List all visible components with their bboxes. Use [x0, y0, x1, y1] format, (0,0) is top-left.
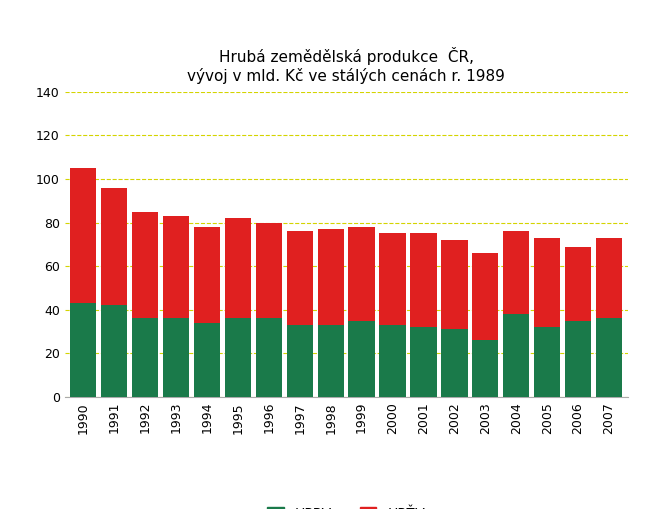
Bar: [349, 321, 375, 397]
Bar: [534, 327, 560, 397]
Bar: [101, 188, 127, 305]
Bar: [565, 246, 591, 321]
Bar: [70, 303, 96, 397]
Bar: [410, 234, 437, 327]
Bar: [503, 314, 529, 397]
Bar: [163, 319, 189, 397]
Bar: [225, 218, 251, 319]
Bar: [287, 231, 313, 325]
Bar: [132, 319, 159, 397]
Bar: [256, 319, 282, 397]
Bar: [163, 216, 189, 319]
Bar: [596, 319, 622, 397]
Bar: [318, 229, 344, 325]
Title: Hrubá zemědělská produkce  ČR,
vývoj v mld. Kč ve stálých cenách r. 1989: Hrubá zemědělská produkce ČR, vývoj v ml…: [187, 47, 505, 83]
Bar: [534, 238, 560, 327]
Legend: HPRV, HPŽV: HPRV, HPŽV: [261, 502, 431, 509]
Bar: [565, 321, 591, 397]
Bar: [194, 227, 220, 323]
Bar: [472, 253, 498, 341]
Bar: [132, 212, 159, 319]
Bar: [70, 168, 96, 303]
Bar: [256, 222, 282, 319]
Bar: [596, 238, 622, 319]
Bar: [225, 319, 251, 397]
Bar: [441, 329, 468, 397]
Bar: [472, 341, 498, 397]
Bar: [379, 325, 406, 397]
Bar: [349, 227, 375, 321]
Bar: [503, 231, 529, 314]
Bar: [101, 305, 127, 397]
Bar: [379, 234, 406, 325]
Bar: [287, 325, 313, 397]
Bar: [410, 327, 437, 397]
Bar: [318, 325, 344, 397]
Bar: [194, 323, 220, 397]
Bar: [441, 240, 468, 329]
